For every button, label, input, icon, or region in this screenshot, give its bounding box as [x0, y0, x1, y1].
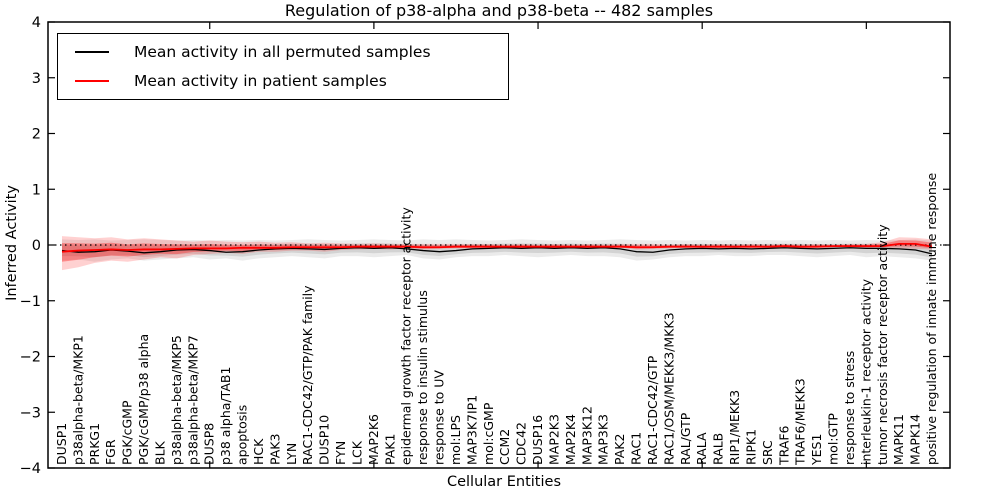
x-category-label: PRKG1 — [87, 423, 102, 465]
x-category-label: interleukin-1 receptor activity — [858, 278, 873, 465]
x-category-label: TRAF6/MEKK3 — [793, 378, 808, 466]
y-tick-label: −1 — [20, 294, 41, 310]
x-category-label: DUSP8 — [202, 423, 217, 465]
y-tick-label: 1 — [32, 182, 41, 198]
x-category-label: response to UV — [432, 370, 447, 465]
x-category-label: MAP2K3 — [546, 414, 561, 465]
x-category-label: mol:LPS — [448, 415, 463, 465]
x-category-label: LYN — [284, 443, 299, 465]
x-category-label: PGK/cGMP — [120, 400, 135, 465]
legend-label: Mean activity in patient samples — [134, 72, 387, 90]
patient-line-sample — [75, 80, 109, 82]
x-category-label: BLK — [152, 440, 167, 465]
patient-confidence-band-outer — [62, 236, 932, 271]
x-category-label: RIP1/MEKK3 — [727, 390, 742, 465]
x-axis-label: Cellular Entities — [446, 474, 562, 490]
x-category-label: mol:cGMP — [481, 402, 496, 465]
legend: Mean activity in all permuted samples Me… — [57, 33, 509, 100]
x-category-label: mol:GTP — [826, 413, 841, 465]
x-category-label: p38alpha-beta/MKP5 — [169, 335, 184, 465]
x-category-label: RAL/GTP — [678, 412, 693, 465]
x-category-label: HCK — [251, 438, 266, 465]
x-category-label: p38alpha-beta/MKP1 — [70, 335, 85, 465]
y-tick-label: −4 — [20, 461, 41, 477]
x-category-label: YES1 — [809, 434, 824, 466]
permuted-line-sample — [75, 51, 109, 53]
permuted-confidence-band-outer — [62, 239, 932, 262]
x-category-label: RAC1-CDC42/GTP/PAK family — [300, 285, 315, 465]
x-category-label: MAPK14 — [908, 414, 923, 465]
patient-confidence-band-inner — [62, 240, 932, 262]
x-category-label: DUSP1 — [54, 423, 69, 465]
x-category-label: RAC1 — [629, 432, 644, 465]
x-category-label: SRC — [760, 440, 775, 465]
x-category-label: positive regulation of innate immune res… — [924, 173, 939, 465]
x-category-label: response to insulin stimulus — [415, 290, 430, 465]
x-category-label: DUSP10 — [317, 415, 332, 465]
y-tick-label: −3 — [20, 405, 41, 421]
x-category-label: CCM2 — [497, 429, 512, 465]
legend-label: Mean activity in all permuted samples — [134, 43, 431, 61]
x-category-label: PAK3 — [267, 434, 282, 465]
y-tick-label: 2 — [32, 127, 41, 143]
x-category-label: RAC1/OSM/MEKK3/MKK3 — [661, 312, 676, 465]
x-category-label: MAP2K6 — [366, 414, 381, 465]
x-category-label: PAK1 — [382, 434, 397, 465]
x-category-label: LCK — [349, 440, 364, 465]
x-category-label: MAP3K3 — [596, 414, 611, 465]
y-tick-label: 4 — [32, 15, 41, 31]
y-tick-label: −2 — [20, 350, 41, 366]
x-category-label: MAPK11 — [891, 414, 906, 465]
x-category-label: RAC1-CDC42/GTP — [645, 355, 660, 465]
x-category-label: MAP2K4 — [563, 414, 578, 465]
x-category-label: RALA — [694, 432, 709, 465]
x-category-label: CDC42 — [514, 422, 529, 465]
x-category-label: RIPK1 — [743, 429, 758, 465]
x-category-label: tumor necrosis factor receptor activity — [875, 224, 890, 465]
x-category-label: RALB — [711, 433, 726, 465]
x-category-label: PAK2 — [612, 434, 627, 465]
x-category-label: FGR — [103, 439, 118, 465]
x-category-label: FYN — [333, 441, 348, 465]
patient-mean-line — [61, 242, 933, 253]
x-category-label: apoptosis — [235, 405, 250, 465]
x-category-label: response to stress — [842, 351, 857, 465]
y-tick-label: 0 — [32, 238, 41, 254]
x-category-label: DUSP16 — [530, 415, 545, 465]
chart-title: Regulation of p38-alpha and p38-beta -- … — [284, 1, 714, 20]
x-category-label: MAP3K7IP1 — [464, 395, 479, 465]
y-tick-label: 3 — [32, 71, 41, 87]
x-category-label: p38alpha-beta/MKP7 — [185, 335, 200, 465]
legend-item-permuted: Mean activity in all permuted samples — [75, 41, 508, 63]
legend-item-patient: Mean activity in patient samples — [75, 70, 508, 92]
permuted-mean-line — [61, 247, 933, 255]
x-category-label: TRAF6 — [776, 425, 791, 466]
x-category-label: MAP3K12 — [579, 406, 594, 465]
x-category-label: p38 alpha/TAB1 — [218, 367, 233, 465]
x-category-label: PGK/cGMP/p38 alpha — [136, 334, 151, 465]
x-category-label: epidermal growth factor receptor activit… — [399, 207, 414, 465]
